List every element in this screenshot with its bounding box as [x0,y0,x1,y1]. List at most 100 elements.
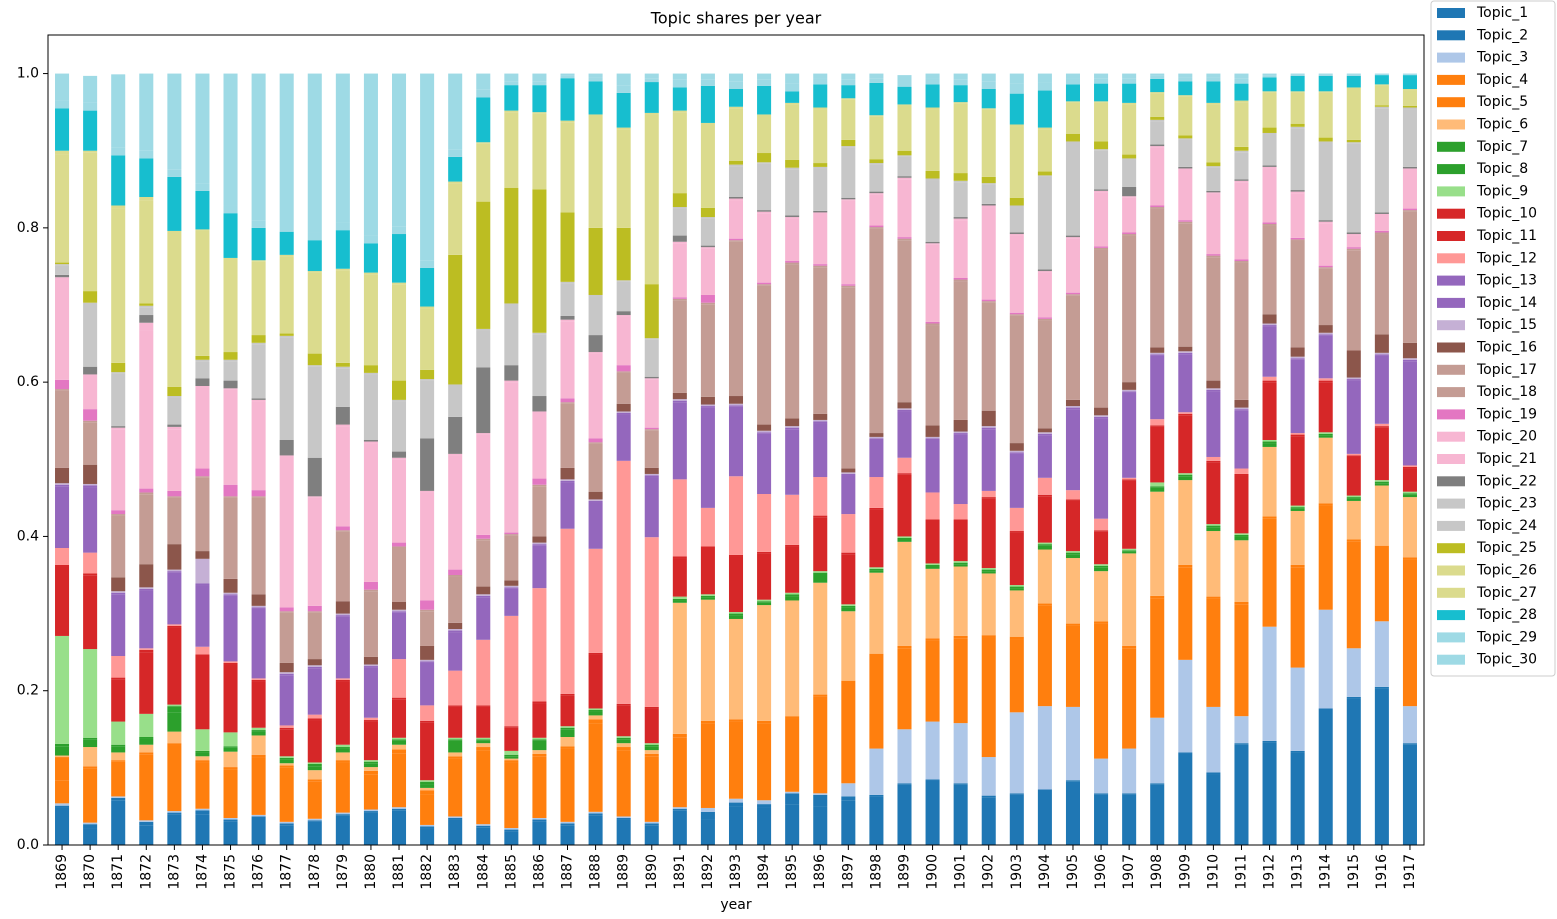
bar-segment [307,714,322,719]
bar-segment [672,207,687,209]
bar-segment [1206,162,1221,167]
x-tick-label: 1888 [588,854,604,890]
bar-segment [251,757,266,815]
bar-segment [897,539,912,542]
bar-segment [251,735,266,755]
bar-segment [448,386,463,417]
bar-segment [1346,73,1361,75]
bar-segment [1122,550,1137,552]
bar-segment [504,760,519,763]
bar-segment [1318,92,1333,138]
bar-segment [139,820,154,822]
bar-segment [504,758,519,761]
bar-segment [167,396,182,398]
bar-segment [1402,89,1417,91]
bar-segment [363,73,378,236]
bar-segment [785,596,800,601]
bar-segment [1037,494,1052,497]
bar-segment [279,727,294,730]
bar-segment [1037,176,1052,270]
x-tick-label: 1877 [279,854,295,890]
bar-segment [1318,332,1333,335]
bar-segment [1065,551,1080,553]
bar-segment [841,800,856,845]
bar-segment [1122,479,1137,481]
bar-segment [1150,784,1165,845]
bar-segment [728,802,744,807]
bar-segment [111,426,126,428]
bar-segment [476,534,491,539]
x-tick-label: 1895 [784,854,800,890]
bar-segment [1037,90,1052,128]
bar-segment [1402,559,1417,707]
bar-segment [55,803,70,806]
bar-segment [728,197,744,199]
bar-segment [700,207,715,218]
bar-segment [279,821,294,824]
bar-segment [925,180,940,242]
bar-segment [448,756,463,759]
bar-segment [83,485,98,488]
bar-segment [1065,237,1080,239]
bar-segment [757,211,772,214]
bar-segment [897,536,912,538]
bar-segment [644,78,659,83]
bar-segment [841,683,856,784]
bar-segment [83,828,98,845]
bar-segment [1262,165,1277,167]
bar-segment [700,124,715,208]
bar-segment [588,227,603,295]
bar-segment [139,744,154,753]
bar-segment [1290,433,1305,435]
bar-segment [476,201,491,329]
bar-segment [1234,73,1249,79]
bar-segment [644,338,659,340]
bar-segment [1402,107,1417,110]
bar-segment [1374,212,1389,214]
bar-segment [1318,505,1333,610]
bar-segment [55,279,70,380]
bar-segment [1122,154,1137,159]
bar-segment [1374,230,1389,233]
bar-segment [672,808,687,811]
bar-segment [420,705,435,721]
bar-segment [195,468,210,477]
bar-segment [981,568,996,570]
bar-segment [897,648,912,730]
legend-label: Topic_16 [1476,340,1537,356]
bar-segment [1318,75,1333,92]
bar-segment [953,79,968,86]
bar-segment [1234,602,1249,605]
bar-segment [869,227,884,229]
bar-segment [307,497,322,606]
bar-segment [1374,84,1389,86]
bar-segment [532,411,547,413]
bar-segment [420,720,435,723]
bar-segment [1150,482,1165,487]
bar-segment [1234,536,1249,541]
bar-segment [1346,495,1361,498]
legend-label: Topic_13 [1476,273,1537,289]
bar-segment [448,816,463,818]
bar-segment [504,750,519,755]
bar-segment [1065,102,1080,134]
legend-swatch [1437,208,1465,219]
bar-segment [925,640,940,722]
bar-segment [560,398,575,403]
bar-segment [1206,774,1221,845]
bar-segment [139,73,154,151]
bar-segment [616,372,631,404]
bar-segment [1402,494,1417,498]
bar-segment [111,147,126,156]
bar-segment [700,247,715,249]
bar-segment [728,613,744,616]
bar-segment [785,600,800,717]
bar-segment [55,746,70,756]
bar-segment [1402,557,1417,560]
bar-segment [1094,531,1109,565]
bar-segment [1402,743,1417,745]
bar-segment [139,303,154,306]
bar-segment [644,429,659,431]
bar-segment [1065,292,1080,295]
